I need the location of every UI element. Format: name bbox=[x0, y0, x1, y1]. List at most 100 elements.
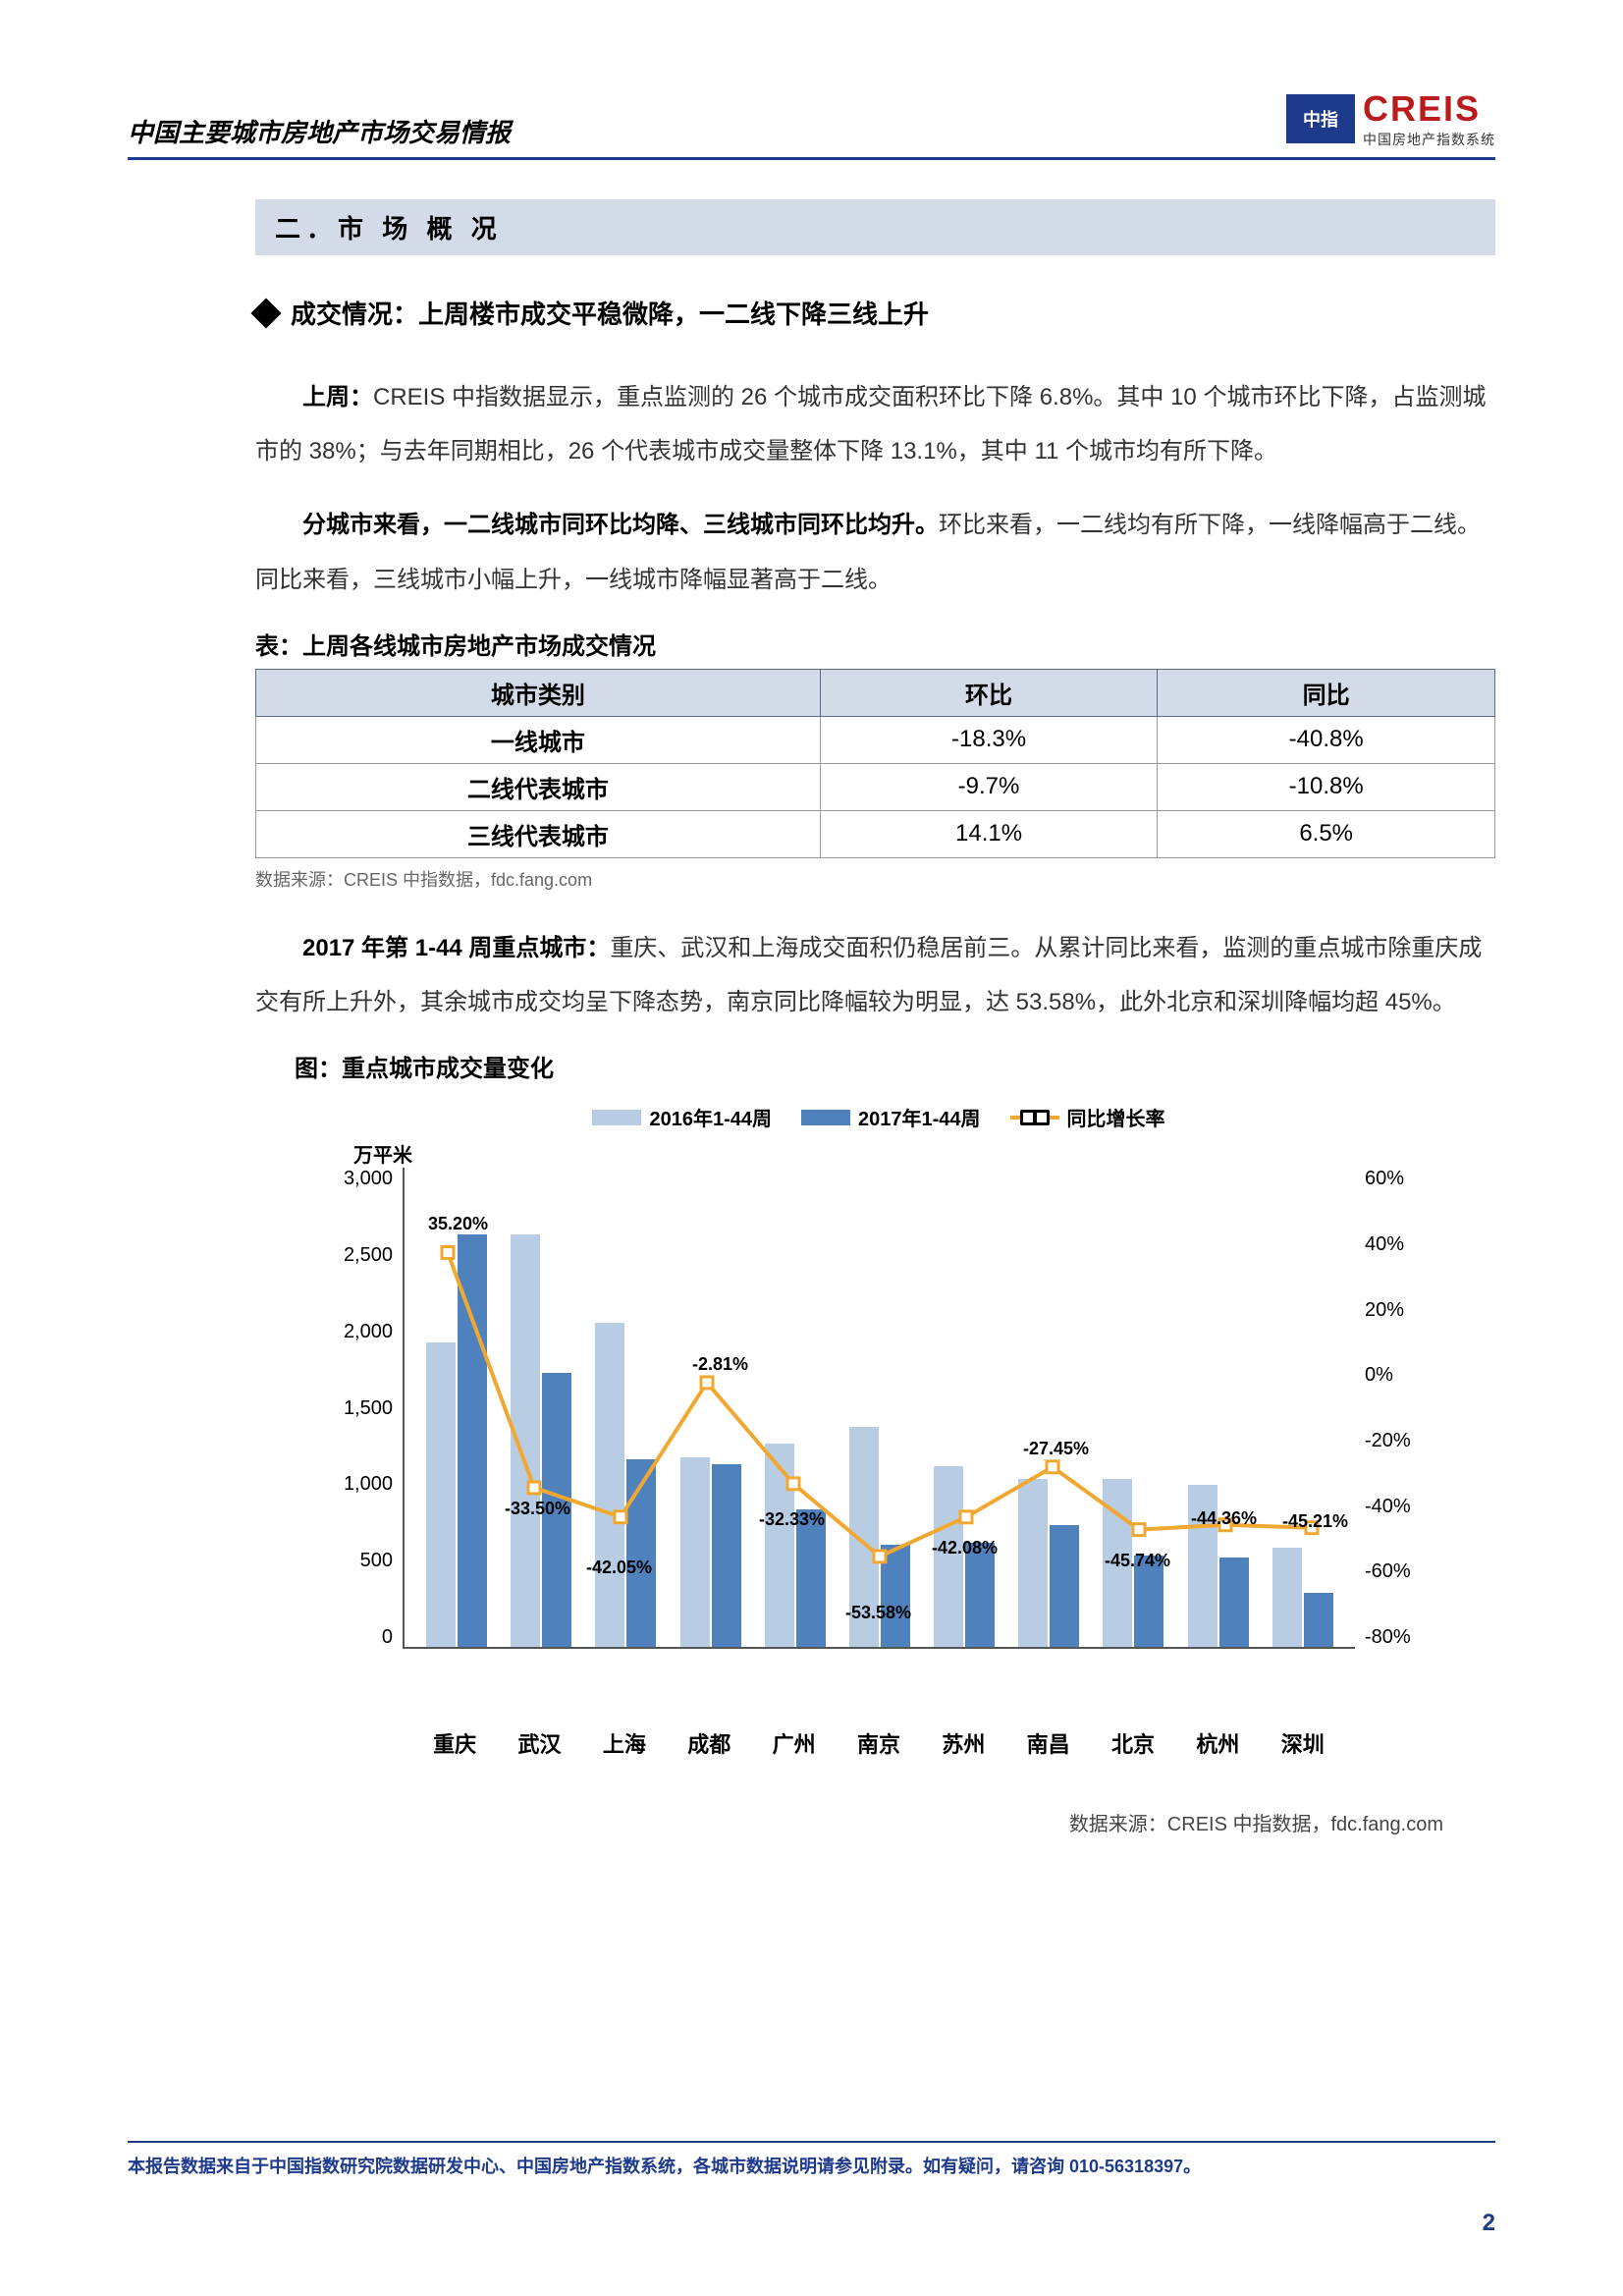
table-header: 同比 bbox=[1158, 669, 1495, 716]
legend-2017: 2017年1-44周 bbox=[801, 1103, 981, 1131]
bar-2016 bbox=[765, 1444, 794, 1647]
diamond-icon bbox=[250, 298, 281, 328]
logo-main: CREIS bbox=[1363, 88, 1495, 130]
bar-2017 bbox=[881, 1545, 910, 1648]
bar-group bbox=[676, 1457, 745, 1647]
y-left-tick: 2,000 bbox=[344, 1321, 393, 1343]
growth-label: -42.08% bbox=[932, 1538, 998, 1558]
bar-2017 bbox=[1304, 1593, 1333, 1648]
bar-2016 bbox=[1272, 1548, 1302, 1647]
y-right-tick: -20% bbox=[1365, 1430, 1411, 1452]
bar-group bbox=[1269, 1548, 1337, 1647]
content-body: 成交情况：上周楼市成交平稳微降，一二线下降三线上升 上周：CREIS 中指数据显… bbox=[255, 295, 1495, 1836]
table-cell: 一线城市 bbox=[256, 716, 821, 763]
tier-table: 城市类别环比同比 一线城市-18.3%-40.8%二线代表城市-9.7%-10.… bbox=[255, 669, 1495, 858]
y-right-tick: -40% bbox=[1365, 1496, 1411, 1518]
table-row: 三线代表城市14.1%6.5% bbox=[256, 810, 1495, 857]
growth-label: -53.58% bbox=[845, 1603, 911, 1623]
table-row: 二线代表城市-9.7%-10.8% bbox=[256, 763, 1495, 810]
y-left-tick: 2,500 bbox=[344, 1244, 393, 1267]
paragraph-2: 分城市来看，一二线城市同环比均降、三线城市同环比均升。环比来看，一二线均有所下降… bbox=[255, 498, 1495, 606]
table-cell: -10.8% bbox=[1158, 763, 1495, 810]
volume-chart: 2016年1-44周 2017年1-44周 同比增长率 万平米 3,0002,5… bbox=[314, 1103, 1443, 1836]
growth-label: -45.74% bbox=[1105, 1551, 1170, 1571]
table-cell: -40.8% bbox=[1158, 716, 1495, 763]
bar-group bbox=[507, 1234, 575, 1647]
y-left-tick: 1,000 bbox=[344, 1473, 393, 1496]
para3-bold: 2017 年第 1-44 周重点城市： bbox=[302, 935, 610, 961]
x-label: 重庆 bbox=[420, 1727, 489, 1759]
table-header: 城市类别 bbox=[256, 669, 821, 716]
legend-growth-label: 同比增长率 bbox=[1067, 1103, 1165, 1131]
legend-2017-label: 2017年1-44周 bbox=[858, 1103, 981, 1131]
bar-2016 bbox=[680, 1457, 710, 1647]
x-label: 南京 bbox=[844, 1727, 913, 1759]
bar-2016 bbox=[1018, 1479, 1048, 1648]
chart-area: 3,0002,5002,0001,5001,0005000 35.20%-33.… bbox=[314, 1168, 1443, 1718]
growth-label: -44.36% bbox=[1191, 1508, 1257, 1529]
table-cell: 三线代表城市 bbox=[256, 810, 821, 857]
chart-plot: 35.20%-33.50%-42.05%-2.81%-32.33%-53.58%… bbox=[403, 1168, 1355, 1649]
swatch-2016-icon bbox=[592, 1110, 641, 1125]
logo-text: CREIS 中国房地产指数系统 bbox=[1363, 88, 1495, 149]
para1-bold: 上周： bbox=[302, 384, 373, 410]
growth-label: -45.21% bbox=[1282, 1511, 1348, 1532]
x-label: 成都 bbox=[675, 1727, 743, 1759]
bar-group bbox=[422, 1234, 491, 1647]
y-axis-left: 3,0002,5002,0001,5001,0005000 bbox=[314, 1168, 403, 1649]
bar-2017 bbox=[626, 1459, 656, 1647]
para2-bold: 分城市来看，一二线城市同环比均降、三线城市同环比均升。 bbox=[302, 512, 939, 538]
y-axis-right: 60% 40% 20% 0% -20% -40% -60% -80% bbox=[1355, 1168, 1443, 1649]
growth-label: -33.50% bbox=[505, 1499, 570, 1519]
table-header: 环比 bbox=[820, 669, 1158, 716]
x-label: 杭州 bbox=[1183, 1727, 1252, 1759]
y-right-tick: 0% bbox=[1365, 1364, 1393, 1387]
sub-heading-text: 成交情况：上周楼市成交平稳微降，一二线下降三线上升 bbox=[291, 295, 929, 331]
legend-2016: 2016年1-44周 bbox=[592, 1103, 772, 1131]
legend-growth: 同比增长率 bbox=[1010, 1103, 1165, 1131]
bar-2016 bbox=[595, 1323, 624, 1647]
chart-caption: 图：重点城市成交量变化 bbox=[295, 1049, 1495, 1083]
bar-2017 bbox=[458, 1234, 487, 1647]
x-label: 广州 bbox=[760, 1727, 829, 1759]
growth-label: -42.05% bbox=[586, 1558, 652, 1578]
header-title: 中国主要城市房地产市场交易情报 bbox=[128, 113, 511, 149]
table-cell: 14.1% bbox=[820, 810, 1158, 857]
page-header: 中国主要城市房地产市场交易情报 CREIS 中国房地产指数系统 bbox=[128, 88, 1495, 160]
y-left-tick: 500 bbox=[360, 1550, 393, 1572]
bar-2017 bbox=[712, 1464, 741, 1647]
logo-sub: 中国房地产指数系统 bbox=[1363, 130, 1495, 149]
swatch-line-icon bbox=[1010, 1116, 1059, 1120]
bar-2017 bbox=[1219, 1558, 1249, 1647]
bar-group bbox=[591, 1323, 660, 1647]
bars-row bbox=[405, 1168, 1355, 1647]
swatch-2017-icon bbox=[801, 1110, 850, 1125]
y-left-title: 万平米 bbox=[353, 1139, 1443, 1168]
bar-2017 bbox=[1050, 1525, 1079, 1647]
chart-source: 数据来源：CREIS 中指数据，fdc.fang.com bbox=[314, 1808, 1443, 1836]
table-cell: -18.3% bbox=[820, 716, 1158, 763]
y-right-tick: -60% bbox=[1365, 1560, 1411, 1583]
paragraph-3: 2017 年第 1-44 周重点城市：重庆、武汉和上海成交面积仍稳居前三。从累计… bbox=[255, 921, 1495, 1029]
x-label: 上海 bbox=[590, 1727, 659, 1759]
growth-label: -32.33% bbox=[759, 1509, 825, 1530]
chart-legend: 2016年1-44周 2017年1-44周 同比增长率 bbox=[314, 1103, 1443, 1131]
x-label: 深圳 bbox=[1269, 1727, 1337, 1759]
y-right-tick: 40% bbox=[1365, 1233, 1404, 1256]
y-left-tick: 0 bbox=[382, 1626, 393, 1649]
x-axis-labels: 重庆武汉上海成都广州南京苏州南昌北京杭州深圳 bbox=[403, 1727, 1355, 1759]
logo-badge-icon bbox=[1286, 94, 1355, 143]
table-cell: 二线代表城市 bbox=[256, 763, 821, 810]
sub-heading: 成交情况：上周楼市成交平稳微降，一二线下降三线上升 bbox=[255, 295, 1495, 331]
bar-group bbox=[1014, 1479, 1083, 1648]
x-label: 南昌 bbox=[1014, 1727, 1083, 1759]
bar-2016 bbox=[511, 1234, 540, 1647]
y-right-tick: 20% bbox=[1365, 1299, 1404, 1322]
x-label: 武汉 bbox=[506, 1727, 574, 1759]
y-right-tick: -80% bbox=[1365, 1626, 1411, 1649]
y-right-tick: 60% bbox=[1365, 1168, 1404, 1190]
growth-label: -27.45% bbox=[1023, 1439, 1089, 1459]
paragraph-1: 上周：CREIS 中指数据显示，重点监测的 26 个城市成交面积环比下降 6.8… bbox=[255, 370, 1495, 478]
y-left-tick: 1,500 bbox=[344, 1397, 393, 1420]
table-caption: 表：上周各线城市房地产市场成交情况 bbox=[255, 627, 1495, 661]
